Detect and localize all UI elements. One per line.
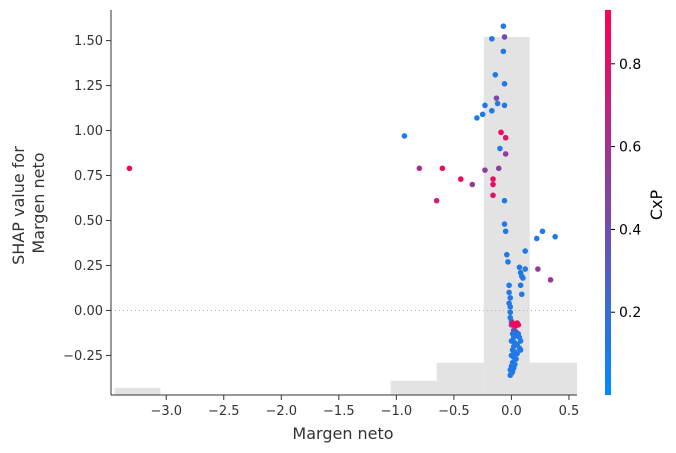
- scatter-point: [494, 100, 501, 107]
- scatter-point: [502, 134, 509, 141]
- scatter-point: [495, 165, 502, 172]
- colorbar-gradient: [605, 10, 611, 395]
- scatter-point: [501, 221, 508, 227]
- scatter-point: [504, 251, 510, 258]
- scatter-point: [492, 71, 499, 78]
- scatter-point: [539, 228, 546, 235]
- scatter-point: [489, 107, 495, 114]
- scatter-point: [522, 266, 529, 272]
- scatter-point: [490, 192, 496, 199]
- scatter-point: [401, 133, 408, 139]
- scatter-point: [547, 277, 554, 283]
- colorbar: 0.2 0.4 0.6 0.8 CxP: [605, 10, 666, 395]
- scatter-point: [439, 165, 446, 172]
- y-tick-label: 0.25: [74, 259, 103, 274]
- scatter-point: [522, 248, 529, 254]
- scatter-point: [500, 23, 507, 29]
- scatter-point: [507, 295, 514, 301]
- y-tick-label: 0.00: [74, 304, 103, 319]
- scatter-point: [502, 228, 509, 235]
- scatter-point: [507, 304, 514, 310]
- y-axis-title-line-1: SHAP value for: [9, 146, 28, 265]
- scatter-point: [482, 102, 488, 109]
- y-tick-label: 1.00: [74, 124, 103, 139]
- histogram-bar: [114, 387, 161, 395]
- x-tick-label: −2.0: [266, 404, 298, 419]
- colorbar-tick-label: 0.6: [619, 140, 641, 156]
- x-axis-ticks: −3.0 −2.5 −2.0 −1.5 −1.0 −0.5 0.0 0.5: [150, 395, 579, 419]
- x-tick-label: −1.0: [381, 404, 413, 419]
- histogram-bar: [529, 362, 577, 395]
- scatter-point: [457, 176, 464, 182]
- scatter-point: [500, 48, 507, 55]
- x-axis-title: Margen neto: [292, 424, 393, 443]
- scatter-point: [505, 259, 511, 265]
- scatter-point: [506, 289, 512, 296]
- colorbar-title: CxP: [647, 190, 666, 221]
- scatter-point: [517, 347, 524, 353]
- colorbar-tick-label: 0.4: [619, 222, 641, 238]
- scatter-point: [501, 102, 508, 109]
- y-axis-title-line-2: Margen neto: [29, 152, 48, 253]
- y-tick-label: 1.50: [74, 34, 103, 49]
- y-axis-ticks: −0.25 0.00 0.25 0.50 0.75 1.00 1.25 1.50: [63, 34, 111, 364]
- histogram-bar: [390, 380, 437, 395]
- x-tick-label: −0.5: [438, 404, 470, 419]
- scatter-point: [510, 343, 517, 350]
- scatter-point: [126, 165, 133, 172]
- y-tick-label: 0.50: [74, 214, 103, 229]
- scatter-point: [506, 282, 512, 289]
- scatter-point: [552, 233, 558, 240]
- scatter-point: [513, 356, 519, 362]
- scatter-point: [507, 309, 514, 316]
- scatter-point: [516, 264, 523, 271]
- scatter-point: [502, 151, 509, 157]
- scatter-point: [507, 372, 514, 379]
- scatter-point: [501, 80, 508, 87]
- scatter-point: [493, 95, 500, 101]
- histogram-bar: [436, 362, 484, 395]
- y-tick-label: −0.25: [63, 349, 103, 364]
- scatter-point: [498, 129, 504, 136]
- y-tick-label: 0.75: [74, 169, 103, 184]
- y-axis-title: SHAP value for Margen neto: [9, 141, 48, 265]
- scatter-points: [126, 23, 558, 379]
- histogram-bar: [483, 36, 530, 395]
- scatter-point: [490, 176, 496, 182]
- scatter-point: [469, 181, 476, 188]
- x-tick-label: −1.5: [323, 404, 355, 419]
- scatter-point: [490, 181, 496, 188]
- scatter-point: [520, 275, 526, 281]
- x-tick-label: 0.0: [501, 404, 522, 419]
- scatter-point: [535, 266, 541, 272]
- x-tick-label: 0.5: [559, 404, 580, 419]
- scatter-point: [416, 165, 423, 172]
- scatter-point: [433, 197, 440, 204]
- histogram: [114, 36, 577, 395]
- x-tick-label: −2.5: [208, 404, 240, 419]
- scatter-point: [479, 111, 486, 118]
- scatter-point: [482, 167, 488, 173]
- scatter-point: [518, 291, 525, 298]
- scatter-point: [515, 322, 522, 328]
- scatter-point: [533, 235, 540, 242]
- scatter-point: [489, 35, 495, 42]
- scatter-point: [501, 197, 508, 204]
- colorbar-ticks: 0.2 0.4 0.6 0.8: [611, 57, 641, 321]
- scatter-point: [514, 350, 520, 357]
- scatter-point: [517, 282, 524, 289]
- colorbar-tick-label: 0.2: [619, 305, 641, 321]
- scatter-point: [501, 34, 508, 40]
- x-tick-label: −3.0: [150, 404, 182, 419]
- colorbar-tick-label: 0.8: [619, 57, 641, 73]
- y-tick-label: 1.25: [74, 79, 103, 94]
- scatter-point: [517, 338, 524, 344]
- scatter-point: [474, 115, 480, 121]
- scatter-point: [497, 145, 503, 152]
